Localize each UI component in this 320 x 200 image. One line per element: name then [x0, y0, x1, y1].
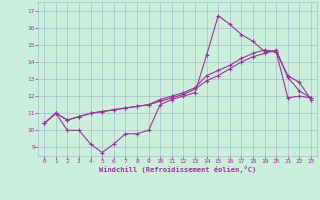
X-axis label: Windchill (Refroidissement éolien,°C): Windchill (Refroidissement éolien,°C) — [99, 166, 256, 173]
